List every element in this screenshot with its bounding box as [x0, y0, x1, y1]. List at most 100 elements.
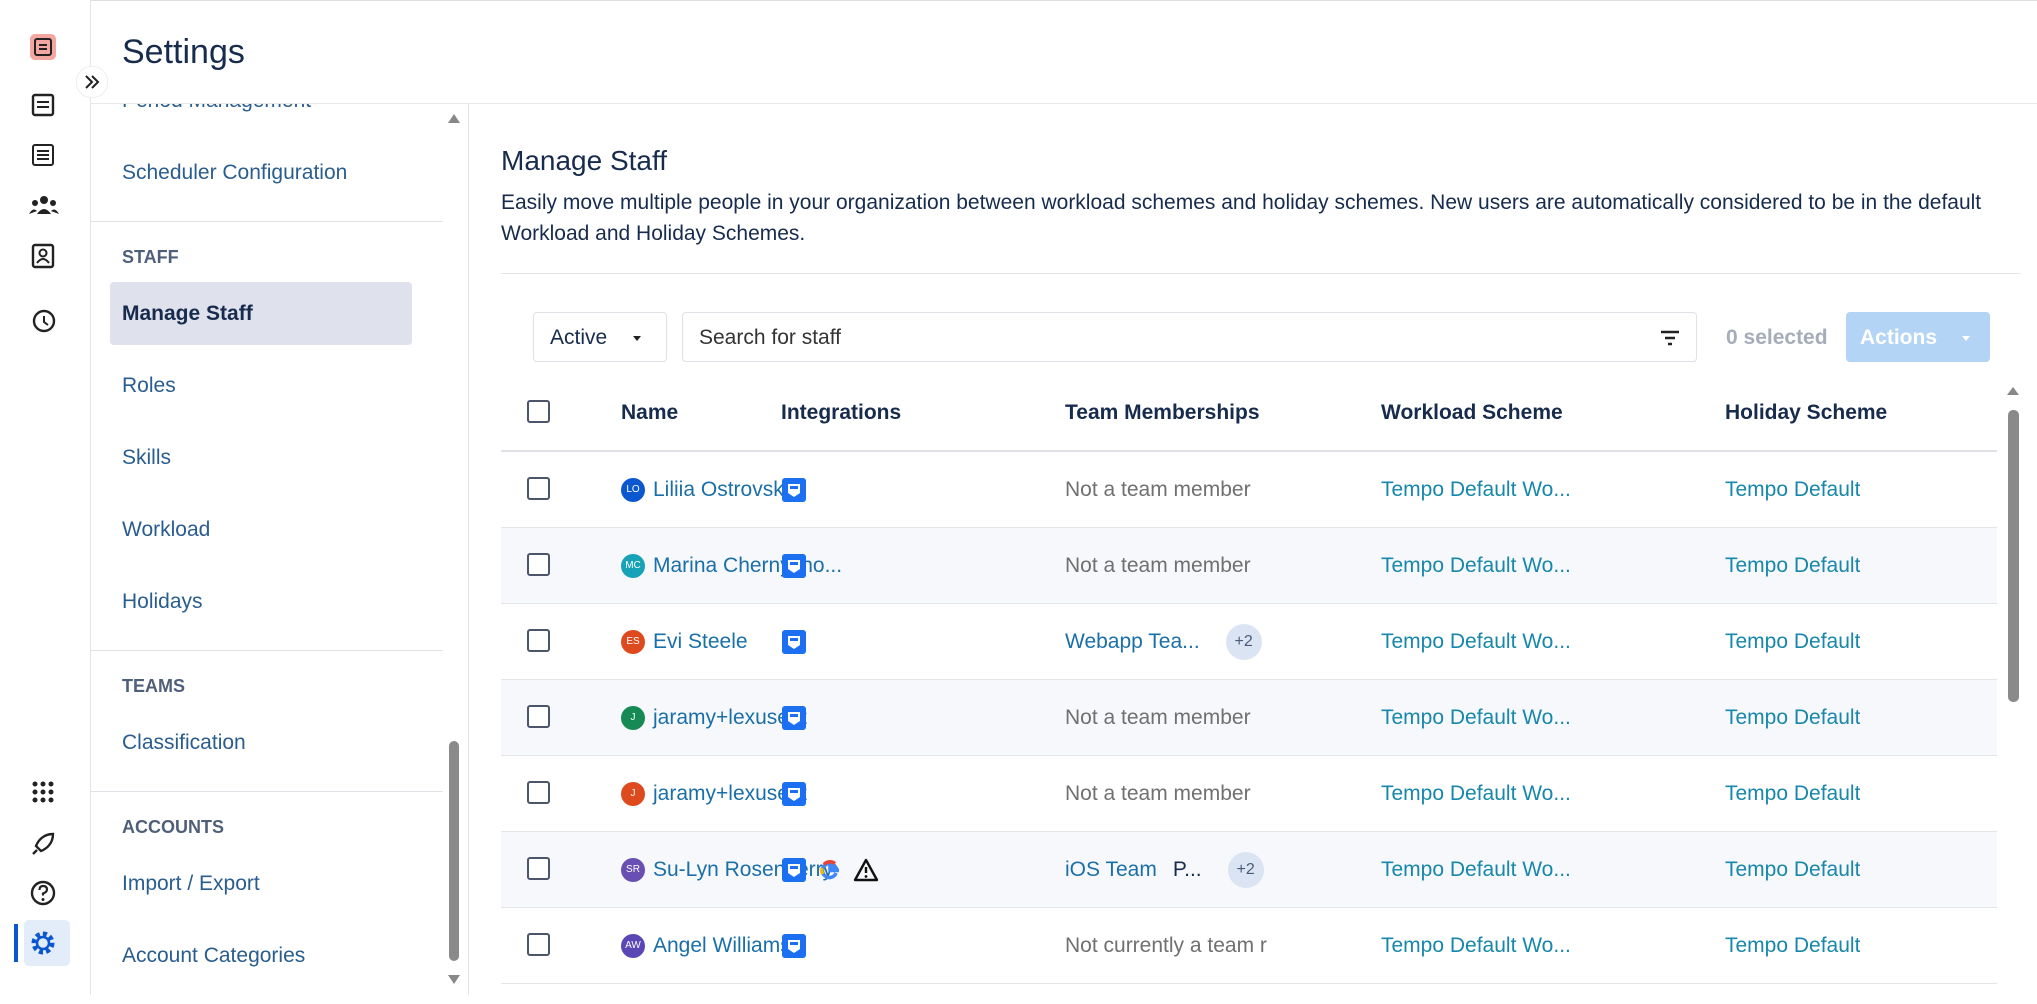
row-checkbox[interactable] — [527, 781, 550, 804]
history-icon[interactable] — [29, 307, 57, 335]
row-checkbox[interactable] — [527, 857, 550, 880]
staff-name[interactable]: Evi Steele — [653, 630, 748, 653]
row-checkbox[interactable] — [527, 933, 550, 956]
holiday-scheme[interactable]: Tempo Default — [1725, 756, 1860, 831]
column-header[interactable]: Holiday Scheme — [1725, 375, 1887, 450]
staff-name[interactable]: Angel Williams — [653, 934, 791, 957]
help-icon[interactable] — [29, 879, 57, 907]
teams-icon[interactable] — [29, 191, 59, 219]
collapse-button[interactable] — [76, 66, 108, 98]
warning-icon — [853, 857, 879, 883]
name-cell: ES Evi Steele — [621, 604, 748, 679]
nav-heading: TEAMS — [91, 665, 443, 707]
name-cell: LOLiliia Ostrovska — [621, 452, 795, 527]
table-scrollbar[interactable] — [2005, 383, 2021, 995]
integrations-cell — [781, 680, 817, 755]
avatar: ES — [621, 630, 645, 654]
plan-icon[interactable] — [29, 141, 57, 169]
google-icon — [817, 857, 843, 883]
team-status: Not a team member — [1065, 478, 1251, 501]
nav-section: STAFFManage StaffRolesSkillsWorkloadHoli… — [91, 222, 443, 651]
header: Settings — [91, 0, 2037, 104]
avatar: J — [621, 706, 645, 730]
home-icon[interactable] — [29, 33, 57, 61]
team-status: Not currently a team r — [1065, 934, 1267, 957]
column-header[interactable]: Integrations — [781, 375, 901, 450]
team-link[interactable]: iOS Team — [1065, 858, 1157, 881]
row-checkbox[interactable] — [527, 705, 550, 728]
divider — [501, 273, 2021, 274]
workload-scheme[interactable]: Tempo Default Wo... — [1381, 528, 1571, 603]
workload-scheme[interactable]: Tempo Default Wo... — [1381, 452, 1571, 527]
nav-heading: STAFF — [91, 236, 443, 278]
nav-item[interactable]: Skills — [91, 422, 443, 494]
table-row: ES Evi Steele Webapp Tea... +2 Tempo Default… — [501, 604, 1997, 680]
staff-name[interactable]: Liliia Ostrovska — [653, 478, 795, 501]
tempo-icon — [781, 781, 807, 807]
integrations-cell — [781, 528, 817, 603]
avatar: J — [621, 782, 645, 806]
team-link[interactable]: P... — [1173, 858, 1202, 881]
nav-item[interactable]: Roles — [91, 350, 443, 422]
table-row: LOLiliia Ostrovska Not a team member Tempo… — [501, 452, 1997, 528]
nav-item[interactable]: Import / Export — [91, 848, 443, 920]
table-row: Jjaramy+lexuser2 Not a team member Tempo D… — [501, 680, 1997, 756]
more-teams-badge[interactable]: +2 — [1226, 624, 1262, 660]
team-cell: Not a team member — [1065, 756, 1285, 831]
settings-icon[interactable] — [29, 929, 57, 957]
sidebar-scrollbar[interactable] — [446, 103, 462, 995]
workload-scheme[interactable]: Tempo Default Wo... — [1381, 680, 1571, 755]
actions-button[interactable]: Actions — [1846, 312, 1990, 362]
workload-scheme[interactable]: Tempo Default Wo... — [1381, 604, 1571, 679]
actions-label: Actions — [1860, 326, 1937, 349]
search-input[interactable]: Search for staff — [682, 312, 1697, 362]
nav-item[interactable]: Manage Staff — [91, 278, 443, 350]
table-row: AWAngel WilliamsNot currently a team rTe… — [501, 908, 1997, 984]
nav-item[interactable]: Account Categories — [91, 920, 443, 992]
team-cell: Not a team member — [1065, 452, 1285, 527]
timesheet-icon[interactable] — [29, 91, 57, 119]
nav-section: TEAMSClassification — [91, 651, 443, 792]
name-cell: Jjaramy+lexuser2 — [621, 680, 808, 755]
search-placeholder: Search for staff — [699, 326, 841, 349]
column-header[interactable]: Team Memberships — [1065, 375, 1260, 450]
row-checkbox[interactable] — [527, 553, 550, 576]
holiday-scheme[interactable]: Tempo Default — [1725, 452, 1860, 527]
section-title: Manage Staff — [501, 145, 667, 177]
table-row: Jjaramy+lexuser2Not a team memberTempo D… — [501, 756, 1997, 832]
holiday-scheme[interactable]: Tempo Default — [1725, 604, 1860, 679]
team-cell: Not a team member — [1065, 680, 1285, 755]
nav-item[interactable]: Workload — [91, 494, 443, 566]
workload-scheme[interactable]: Tempo Default Wo... — [1381, 756, 1571, 831]
nav-item[interactable]: Holidays — [91, 566, 443, 638]
holiday-scheme[interactable]: Tempo Default — [1725, 908, 1860, 983]
nav-item[interactable]: Classification — [91, 707, 443, 779]
team-status: Not a team member — [1065, 782, 1251, 805]
launch-icon[interactable] — [29, 830, 57, 858]
holiday-scheme[interactable]: Tempo Default — [1725, 528, 1860, 603]
profile-icon[interactable] — [29, 242, 57, 270]
nav-item[interactable]: Scheduler Configuration — [91, 137, 443, 209]
integrations-cell — [781, 604, 817, 679]
workload-scheme[interactable]: Tempo Default Wo... — [1381, 832, 1571, 907]
status-filter[interactable]: Active — [533, 312, 667, 362]
select-all-checkbox[interactable] — [527, 400, 550, 423]
table-header: Name Integrations Team Memberships Workload… — [501, 375, 1997, 452]
row-checkbox[interactable] — [527, 477, 550, 500]
more-teams-badge[interactable]: +2 — [1228, 852, 1264, 888]
team-link[interactable]: Webapp Tea... — [1065, 630, 1200, 653]
holiday-scheme[interactable]: Tempo Default — [1725, 832, 1860, 907]
holiday-scheme[interactable]: Tempo Default — [1725, 680, 1860, 755]
settings-nav: Period ManagementScheduler Configuration… — [91, 65, 443, 1004]
apps-icon[interactable] — [29, 778, 57, 806]
row-checkbox[interactable] — [527, 629, 550, 652]
tempo-icon — [781, 553, 807, 579]
team-cell: iOS Team P... +2 — [1065, 832, 1285, 907]
team-status: Not a team member — [1065, 706, 1251, 729]
workload-scheme[interactable]: Tempo Default Wo... — [1381, 908, 1571, 983]
avatar: MC — [621, 554, 645, 578]
column-header[interactable]: Workload Scheme — [1381, 375, 1563, 450]
selected-count: 0 selected — [1726, 312, 1828, 364]
column-header[interactable]: Name — [621, 375, 678, 450]
